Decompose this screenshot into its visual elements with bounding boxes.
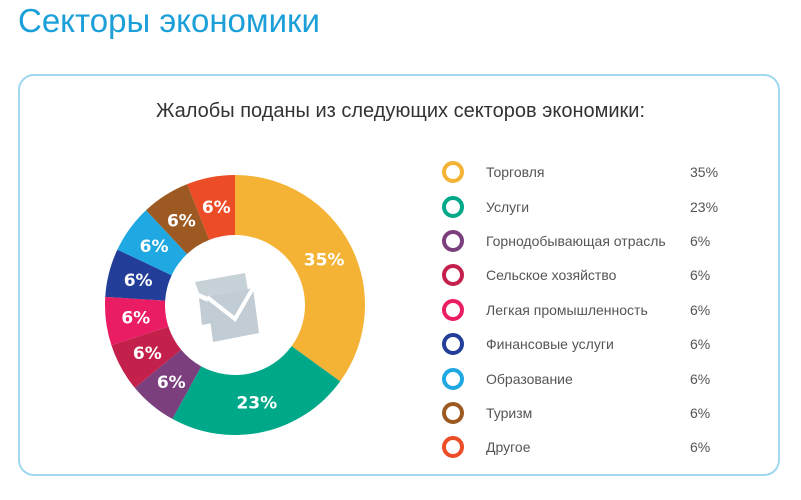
legend-item: Торговля 35% <box>440 155 730 189</box>
donut-slice <box>105 249 172 301</box>
donut-slice <box>111 326 182 388</box>
legend-label: Туризм <box>486 404 533 421</box>
legend-ring-icon <box>442 264 464 287</box>
legend-item: Легкая промышленность 6% <box>440 293 730 327</box>
legend-label: Услуги <box>486 198 530 215</box>
legend-label: Горнодобывающая отрасль <box>486 232 666 249</box>
chart-title: Жалобы поданы из следующих секторов экон… <box>155 100 646 122</box>
page-title: Секторы экономики <box>18 2 320 39</box>
legend-item: Туризм 6% <box>440 396 730 430</box>
slice-label: 6% <box>133 344 162 364</box>
legend-item: Сельское хозяйство 6% <box>440 258 730 292</box>
legend-item: Услуги 23% <box>440 189 730 223</box>
envelope-icon <box>195 273 259 342</box>
legend-ring-icon <box>442 333 464 356</box>
slice-label: 23% <box>236 394 277 414</box>
chart-card <box>18 74 780 476</box>
legend-value: 6% <box>690 336 711 353</box>
legend-label: Другое <box>486 439 531 456</box>
slice-label: 6% <box>157 373 186 393</box>
legend-value: 35% <box>690 164 719 181</box>
legend-label: Торговля <box>486 164 545 181</box>
slice-label: 6% <box>167 212 196 232</box>
slice-label: 6% <box>202 198 231 218</box>
legend-value: 6% <box>690 232 711 249</box>
legend-item: Горнодобывающая отрасль 6% <box>440 224 730 258</box>
legend-value: 6% <box>690 439 711 456</box>
slice-label: 6% <box>124 271 153 291</box>
legend-ring-icon <box>442 195 464 218</box>
legend-ring-icon <box>442 229 464 252</box>
donut-slice <box>235 175 365 382</box>
legend-item: Другое 6% <box>440 430 730 464</box>
donut-slice <box>117 210 188 276</box>
donut-slice <box>134 349 202 419</box>
legend-ring-icon <box>442 436 464 459</box>
legend-value: 6% <box>690 404 711 421</box>
slice-label: 6% <box>121 309 150 329</box>
legend-value: 6% <box>690 267 711 284</box>
donut-slice <box>187 175 235 240</box>
legend-ring-icon <box>442 401 464 424</box>
slice-label: 6% <box>140 237 169 257</box>
legend: Торговля 35% Услуги 23% Горнодобывающая отра… <box>440 155 730 465</box>
donut-slice <box>105 296 169 346</box>
donut-slice <box>146 184 210 254</box>
slice-label: 35% <box>304 251 345 271</box>
legend-label: Легкая промышленность <box>486 301 648 318</box>
donut-chart: 35% 23% 6% 6% 6% 6% 6% 6% 6% <box>105 175 365 435</box>
legend-value: 6% <box>690 301 711 318</box>
legend-item: Финансовые услуги 6% <box>440 327 730 361</box>
legend-ring-icon <box>442 298 464 321</box>
legend-value: 23% <box>690 198 719 215</box>
legend-label: Финансовые услуги <box>486 336 614 353</box>
legend-ring-icon <box>442 161 464 184</box>
donut-slice <box>172 346 341 435</box>
legend-label: Сельское хозяйство <box>486 267 617 284</box>
legend-ring-icon <box>442 367 464 390</box>
legend-value: 6% <box>690 370 711 387</box>
legend-label: Образование <box>486 370 573 387</box>
legend-item: Образование 6% <box>440 361 730 395</box>
